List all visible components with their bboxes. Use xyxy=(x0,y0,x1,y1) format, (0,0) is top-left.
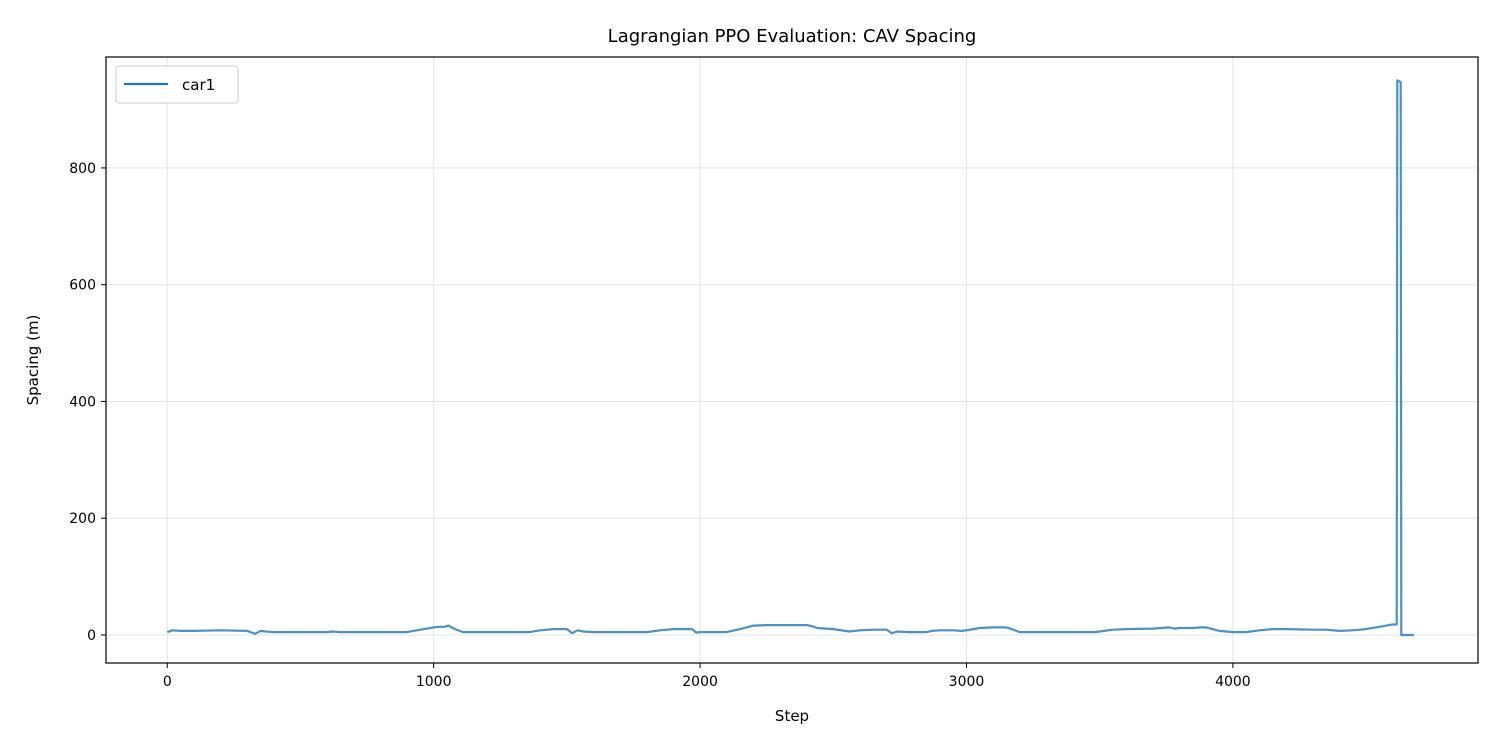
series-layer xyxy=(166,79,1415,637)
y-axis-label: Spacing (m) xyxy=(24,315,42,406)
y-tick-label: 600 xyxy=(69,278,96,294)
series-line-car1 xyxy=(166,79,1415,637)
x-axis-label: Step xyxy=(775,707,809,725)
y-tick-label: 400 xyxy=(69,394,96,410)
x-tick-label: 2000 xyxy=(682,674,718,690)
chart-title: Lagrangian PPO Evaluation: CAV Spacing xyxy=(608,26,977,47)
grid-layer xyxy=(106,57,1478,663)
tick-layer: 0 1000 2000 3000 4000 0 200 400 600 800 xyxy=(69,161,1250,690)
y-tick-label: 0 xyxy=(87,628,96,644)
x-tick-label: 4000 xyxy=(1215,674,1251,690)
legend: car1 xyxy=(115,65,239,104)
x-tick-label: 3000 xyxy=(949,674,985,690)
legend-box xyxy=(115,65,239,104)
legend-label-car1: car1 xyxy=(182,76,215,94)
x-tick-label: 0 xyxy=(163,674,172,690)
y-tick-label: 200 xyxy=(69,511,96,527)
y-tick-label: 800 xyxy=(69,161,96,177)
x-tick-label: 1000 xyxy=(416,674,452,690)
plot-frame xyxy=(105,56,1479,664)
